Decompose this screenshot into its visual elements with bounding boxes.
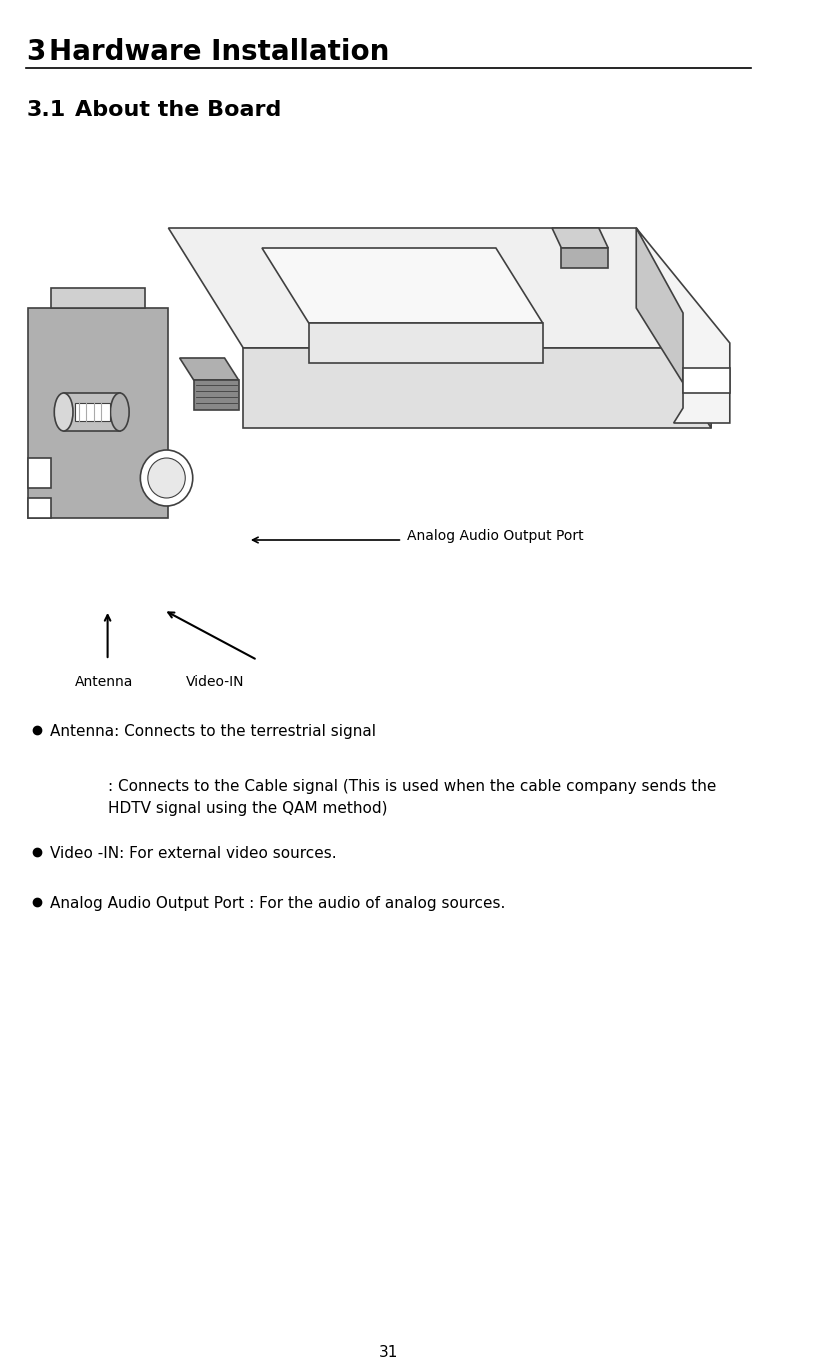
Polygon shape bbox=[262, 248, 543, 322]
Polygon shape bbox=[309, 322, 543, 364]
Ellipse shape bbox=[111, 392, 129, 431]
Polygon shape bbox=[28, 498, 52, 519]
Text: Antenna: Antenna bbox=[75, 675, 133, 689]
Text: 3: 3 bbox=[27, 38, 46, 66]
Polygon shape bbox=[683, 368, 730, 392]
Circle shape bbox=[148, 458, 185, 498]
Text: Video-IN: Video-IN bbox=[186, 675, 244, 689]
Polygon shape bbox=[243, 348, 711, 428]
Text: Analog Audio Output Port : For the audio of analog sources.: Analog Audio Output Port : For the audio… bbox=[50, 896, 505, 911]
Ellipse shape bbox=[54, 392, 73, 431]
Polygon shape bbox=[179, 358, 238, 380]
Polygon shape bbox=[552, 228, 608, 248]
Polygon shape bbox=[194, 380, 238, 410]
Text: HDTV signal using the QAM method): HDTV signal using the QAM method) bbox=[107, 801, 387, 816]
Polygon shape bbox=[637, 228, 711, 428]
Text: Video -IN: For external video sources.: Video -IN: For external video sources. bbox=[50, 847, 337, 862]
Text: Hardware Installation: Hardware Installation bbox=[49, 38, 389, 66]
Circle shape bbox=[140, 450, 193, 506]
Polygon shape bbox=[52, 288, 145, 307]
Polygon shape bbox=[562, 248, 608, 268]
Text: : Connects to the Cable signal (This is used when the cable company sends the: : Connects to the Cable signal (This is … bbox=[107, 779, 716, 794]
Text: 3.1: 3.1 bbox=[27, 100, 66, 119]
Text: Analog Audio Output Port: Analog Audio Output Port bbox=[407, 530, 583, 543]
Polygon shape bbox=[28, 458, 52, 488]
Polygon shape bbox=[637, 228, 730, 423]
Text: About the Board: About the Board bbox=[75, 100, 281, 119]
Bar bbox=[64, 392, 120, 431]
Text: 31: 31 bbox=[379, 1345, 398, 1360]
Bar bbox=[75, 403, 111, 421]
Polygon shape bbox=[169, 228, 711, 348]
Polygon shape bbox=[28, 307, 169, 519]
Text: Antenna: Connects to the terrestrial signal: Antenna: Connects to the terrestrial sig… bbox=[50, 724, 376, 740]
